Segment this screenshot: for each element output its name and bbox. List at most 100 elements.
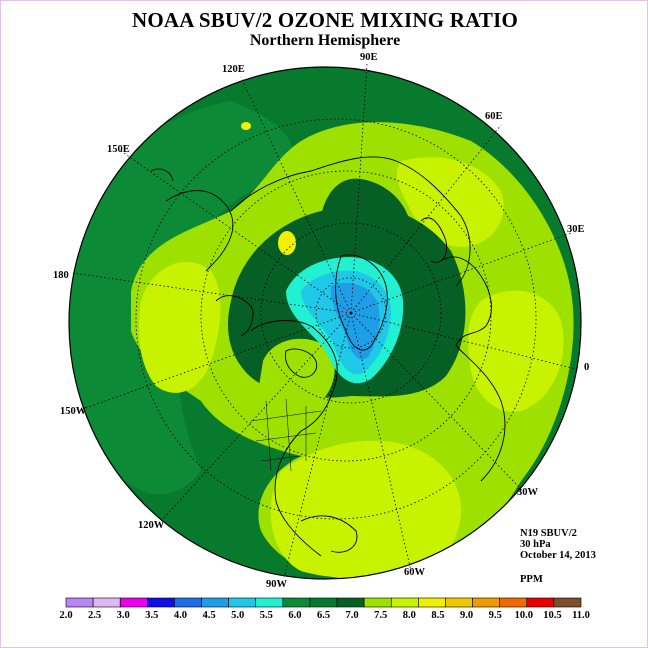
info-date: October 14, 2013 [520, 550, 596, 561]
meridian-line-0 [350, 62, 368, 314]
meridian-line-4 [350, 312, 522, 490]
colorbar-tick-label: 8.5 [431, 610, 445, 621]
lon-label-150e: 150E [107, 144, 130, 155]
colorbar-tick-label: 11.0 [572, 610, 590, 621]
coastline-japan [150, 168, 174, 182]
colorbar-swatch-4 [174, 597, 202, 608]
latitude-circle-60 [260, 222, 442, 404]
figure-subtitle: Northern Hemisphere [249, 32, 401, 49]
info-units: PPM [520, 574, 543, 585]
colorbar-tick-label: 10.5 [543, 610, 562, 621]
coastline-hudson-bay [284, 348, 318, 378]
colorbar-swatch-6 [228, 597, 257, 608]
ozone-band-8-5-spot [278, 231, 296, 255]
coastline-africa [455, 345, 506, 482]
colorbar-swatch-13 [418, 597, 446, 608]
colorbar-swatch-15 [472, 597, 500, 608]
colorbar-tick-label: 3.0 [116, 610, 130, 621]
meridian-line-10 [120, 150, 352, 314]
lon-label-180: 180 [53, 270, 69, 281]
colorbar-tick-label: 5.5 [259, 610, 273, 621]
latitude-circles [135, 118, 537, 520]
meridian-line-11 [240, 76, 352, 314]
colorbar-swatch-7 [255, 597, 284, 608]
colorbar-swatch-16 [499, 597, 528, 608]
colorbar-swatch-5 [201, 597, 229, 608]
lon-label-0: 0 [584, 362, 590, 373]
ozone-band-4-5-pole [330, 282, 380, 360]
colorbar-swatch-1 [92, 597, 121, 608]
colorbar-tick-label: 4.0 [173, 610, 187, 621]
colorbar-tick-label: 6.0 [288, 610, 302, 621]
latitude-circle-40 [200, 170, 492, 462]
meridian-line-9 [72, 272, 352, 314]
colorbar-swatch-12 [390, 597, 419, 608]
coastline-central-america [300, 515, 358, 553]
colorbar-tick-label: 4.5 [202, 610, 216, 621]
colorbar-tick-label: 6.5 [316, 610, 331, 621]
ozone-field [69, 67, 581, 579]
meridian-line-5 [350, 312, 412, 572]
coastline-eurasia-north [230, 156, 471, 287]
info-level: 30 hPa [520, 539, 551, 550]
ozone-band-7-5-canada [259, 338, 335, 410]
coastline-scandinavia [420, 217, 448, 263]
colorbar-tick-label: 5.0 [231, 610, 245, 621]
colorbar-tick-label: 7.0 [345, 610, 359, 621]
meridian-line-3 [350, 312, 577, 370]
ozone-band-8-0-east [468, 290, 564, 412]
ozone-band-7-0-arm [321, 178, 411, 248]
coastline-east-asia [165, 190, 234, 272]
ozone-band-8-5-spot-small [241, 122, 251, 130]
colorbar-swatch-18 [553, 597, 582, 608]
ozone-band-8-0-south [270, 440, 461, 578]
coastline-europe [440, 256, 492, 347]
latitude-circle-20 [135, 118, 537, 520]
coastline-alaska [215, 295, 254, 337]
colorbar-tick-label: 2.0 [59, 610, 73, 621]
lon-label-60e: 60E [485, 111, 503, 122]
colorbar-tick-label: 9.5 [488, 610, 502, 621]
meridian-line-6 [283, 312, 352, 578]
map-boundary [68, 66, 582, 580]
colorbar-swatch-10 [336, 597, 365, 608]
lon-label-90w: 90W [266, 579, 287, 590]
lon-label-120w: 120W [138, 520, 165, 531]
colorbar-swatch-9 [309, 597, 338, 608]
meridian-line-8 [82, 312, 352, 410]
coastlines [150, 156, 506, 557]
lon-label-60w: 60W [404, 567, 425, 578]
coastline-greenland [335, 254, 388, 351]
lon-label-30e: 30E [567, 224, 585, 235]
colorbar-tick-label: 9.0 [459, 610, 474, 621]
info-satellite: N19 SBUV/2 [520, 528, 577, 539]
colorbar-swatch-11 [363, 597, 392, 608]
colorbar-swatch-8 [282, 597, 311, 608]
colorbar-tick-label: 2.5 [88, 610, 102, 621]
lon-label-30w: 30W [517, 487, 538, 498]
meridian-line-1 [350, 124, 502, 314]
coastline-north-america [250, 320, 338, 557]
border-usa-1 [250, 398, 322, 472]
lon-label-150w: 150W [60, 406, 87, 417]
colorbar-swatch-0 [65, 597, 94, 608]
meridian-line-7 [160, 312, 352, 522]
colorbar-swatch-17 [526, 597, 555, 608]
colorbar-tick-label: 8.0 [402, 610, 416, 621]
colorbar-tick-label: 3.5 [145, 610, 159, 621]
colorbar [65, 597, 582, 608]
political-borders [250, 398, 322, 472]
lon-label-120e: 120E [222, 64, 245, 75]
figure-title: NOAA SBUV/2 OZONE MIXING RATIO [132, 8, 518, 32]
lon-label-90e: 90E [360, 52, 378, 63]
ozone-band-8-0-ne [396, 157, 504, 247]
colorbar-swatch-2 [119, 597, 148, 608]
colorbar-tick-label: 10.0 [514, 610, 533, 621]
colorbar-swatch-3 [147, 597, 175, 608]
latitude-circle-80 [315, 277, 387, 349]
colorbar-tick-label: 7.5 [374, 610, 388, 621]
colorbar-swatch-14 [445, 597, 473, 608]
meridian-line-2 [350, 232, 572, 314]
